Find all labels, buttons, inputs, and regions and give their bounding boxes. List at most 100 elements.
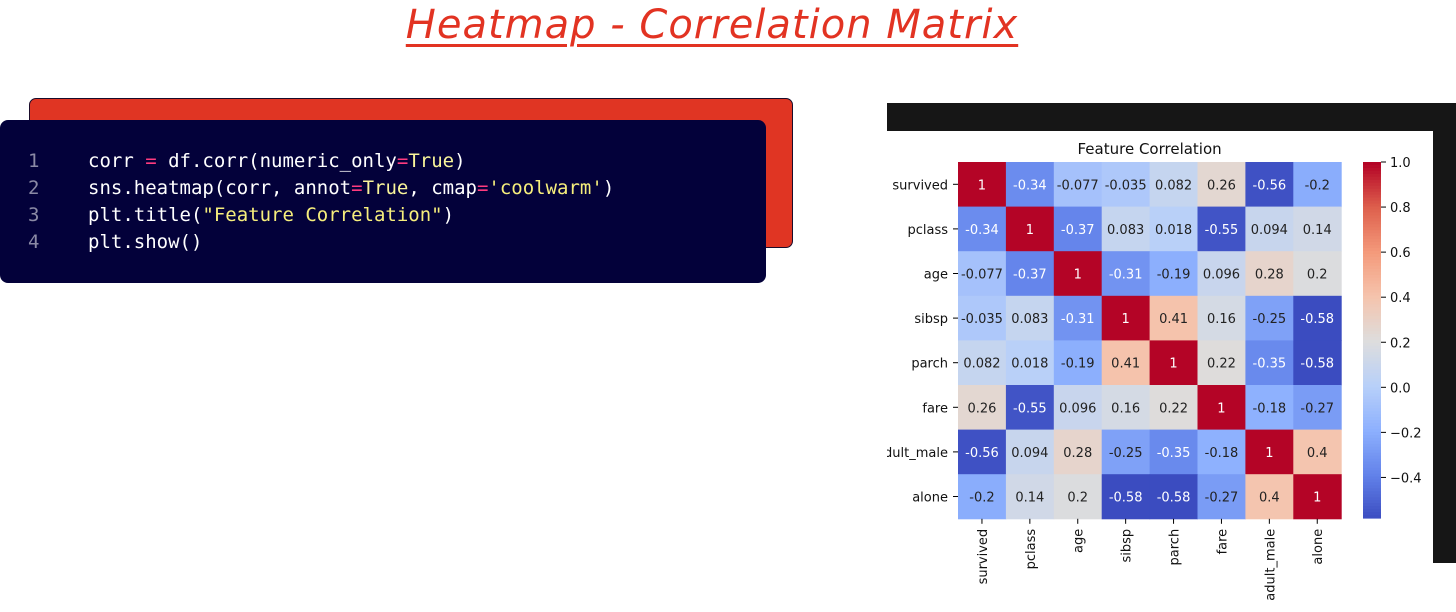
code-token: "Feature Correlation" <box>202 204 443 226</box>
code-token: = <box>351 177 363 199</box>
colorbar-segment <box>1363 467 1381 472</box>
heatmap-cell <box>1101 385 1151 431</box>
heatmap-cell <box>1293 340 1342 386</box>
colorbar-tick-label: −0.4 <box>1390 471 1422 486</box>
colorbar-segment <box>1363 227 1381 231</box>
heatmap-cell <box>1245 429 1294 475</box>
y-tick-label: adult_male <box>887 446 948 461</box>
colorbar-segment <box>1363 470 1381 475</box>
y-tick-label: sibsp <box>914 312 948 327</box>
heatmap-cell <box>1053 474 1103 520</box>
colorbar-segment <box>1363 162 1381 166</box>
cell-annotation: -0.35 <box>1157 446 1191 461</box>
colorbar-segment <box>1363 304 1381 308</box>
colorbar-segment <box>1363 357 1381 362</box>
colorbar-segment <box>1363 452 1381 457</box>
colorbar-segment <box>1363 182 1381 187</box>
colorbar-segment <box>1363 331 1381 335</box>
heatmap-cell <box>1005 474 1055 520</box>
colorbar-segment <box>1363 491 1381 495</box>
colorbar-segment <box>1363 375 1381 380</box>
colorbar-segment <box>1363 399 1381 403</box>
colorbar-segment <box>1363 224 1381 228</box>
cell-annotation: -0.077 <box>961 268 1003 283</box>
colorbar-segment <box>1363 209 1381 214</box>
heatmap-cell <box>1005 295 1055 341</box>
cell-annotation: -0.35 <box>1253 357 1287 372</box>
colorbar-segment <box>1363 292 1381 297</box>
y-tick-label: survived <box>892 178 948 193</box>
heatmap-cell <box>958 429 1007 475</box>
heatmap-cell <box>1197 295 1246 341</box>
colorbar-segment <box>1363 482 1381 486</box>
cell-annotation: 0.082 <box>963 357 1000 372</box>
colorbar-segment <box>1363 378 1381 383</box>
heatmap-cell <box>1197 340 1246 386</box>
colorbar-segment <box>1363 405 1381 409</box>
heatmap-cell <box>1149 251 1198 297</box>
x-tick-label: age <box>1072 529 1087 553</box>
colorbar-segment <box>1363 319 1381 323</box>
y-tick-label: age <box>924 268 948 283</box>
heatmap-cell <box>1005 429 1055 475</box>
heatmap-cell <box>1245 340 1294 386</box>
heatmap-cell <box>1293 162 1342 208</box>
cell-annotation: 0.28 <box>1063 446 1092 461</box>
colorbar-segment <box>1363 440 1381 445</box>
cell-annotation: -0.25 <box>1109 446 1143 461</box>
cell-annotation: -0.18 <box>1205 446 1239 461</box>
line-number: 3 <box>28 204 40 226</box>
heatmap-cell <box>1245 474 1294 520</box>
heatmap-cell <box>1101 474 1151 520</box>
heatmap-cell <box>1053 295 1103 341</box>
code-token: , cmap <box>408 177 477 199</box>
cell-annotation: 0.4 <box>1259 491 1280 506</box>
colorbar-segment <box>1363 197 1381 202</box>
code-token: = <box>396 150 409 172</box>
heatmap-cell <box>1293 206 1342 252</box>
colorbar-segment <box>1363 212 1381 216</box>
heatmap-cell <box>1149 474 1198 520</box>
code-text: plt.show() <box>88 231 202 253</box>
cell-annotation: -0.18 <box>1253 401 1287 416</box>
colorbar-segment <box>1363 417 1381 421</box>
cell-annotation: -0.58 <box>1300 357 1334 372</box>
colorbar-segment <box>1363 485 1381 489</box>
cell-annotation: -0.27 <box>1205 491 1239 506</box>
cell-annotation: 0.22 <box>1207 357 1236 372</box>
cell-annotation: 1 <box>978 178 986 193</box>
x-tick-label: parch <box>1168 529 1183 566</box>
heatmap-cell <box>958 206 1007 252</box>
figure-frame-top <box>887 103 1456 131</box>
colorbar-segment <box>1363 248 1381 252</box>
code-token: corr <box>88 150 146 172</box>
cell-annotation: -0.58 <box>1109 491 1143 506</box>
heatmap-cell <box>1101 340 1151 386</box>
code-token: = <box>476 177 489 199</box>
cell-annotation: 0.14 <box>1303 223 1332 238</box>
heatmap-cell <box>1053 385 1103 431</box>
colorbar-tick-label: 0.2 <box>1390 336 1411 351</box>
cell-annotation: -0.55 <box>1205 223 1239 238</box>
heatmap-cell <box>1245 295 1294 341</box>
cell-annotation: -0.58 <box>1157 491 1191 506</box>
colorbar-segment <box>1363 185 1381 190</box>
colorbar-segment <box>1363 325 1381 329</box>
heatmap-cell <box>1293 385 1342 431</box>
code-token: 'coolwarm' <box>488 177 603 199</box>
cell-annotation: -0.37 <box>1061 223 1095 238</box>
colorbar-segment <box>1363 372 1381 377</box>
cell-annotation: 0.2 <box>1307 268 1328 283</box>
colorbar-segment <box>1363 414 1381 418</box>
colorbar-segment <box>1363 354 1381 359</box>
colorbar-segment <box>1363 164 1381 169</box>
heatmap-cell <box>1005 340 1055 386</box>
colorbar-segment <box>1363 298 1381 303</box>
heatmap-cell <box>1101 251 1151 297</box>
colorbar-segment <box>1363 423 1381 427</box>
colorbar-segment <box>1363 411 1381 415</box>
colorbar-segment <box>1363 506 1381 510</box>
page-title: Heatmap - Correlation Matrix <box>405 2 1019 48</box>
heatmap-cell <box>1053 340 1103 386</box>
cell-annotation: 1 <box>1026 223 1034 238</box>
